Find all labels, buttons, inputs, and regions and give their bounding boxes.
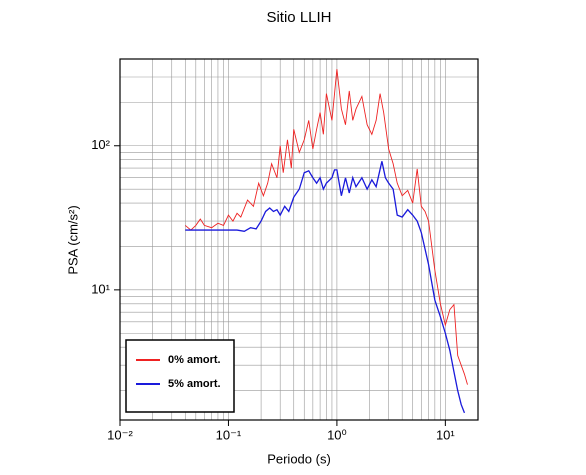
x-tick-label: 10¹ (436, 427, 455, 442)
x-tick-label: 10⁰ (327, 427, 347, 442)
y-tick-label: 10¹ (91, 281, 110, 296)
chart-title: Sitio LLIH (266, 9, 331, 26)
y-tick-label: 10² (91, 137, 110, 152)
legend-label: 5% amort. (168, 378, 221, 390)
x-axis-label: Periodo (s) (267, 451, 331, 466)
y-axis-label: PSA (cm/s²) (65, 205, 80, 274)
legend-box (125, 339, 235, 413)
data-line (185, 69, 468, 385)
legend-label: 0% amort. (168, 354, 221, 366)
data-line (185, 161, 466, 414)
plot-frame (119, 58, 479, 421)
x-tick-label: 10⁻² (107, 427, 133, 442)
x-tick-label: 10⁻¹ (216, 427, 242, 442)
